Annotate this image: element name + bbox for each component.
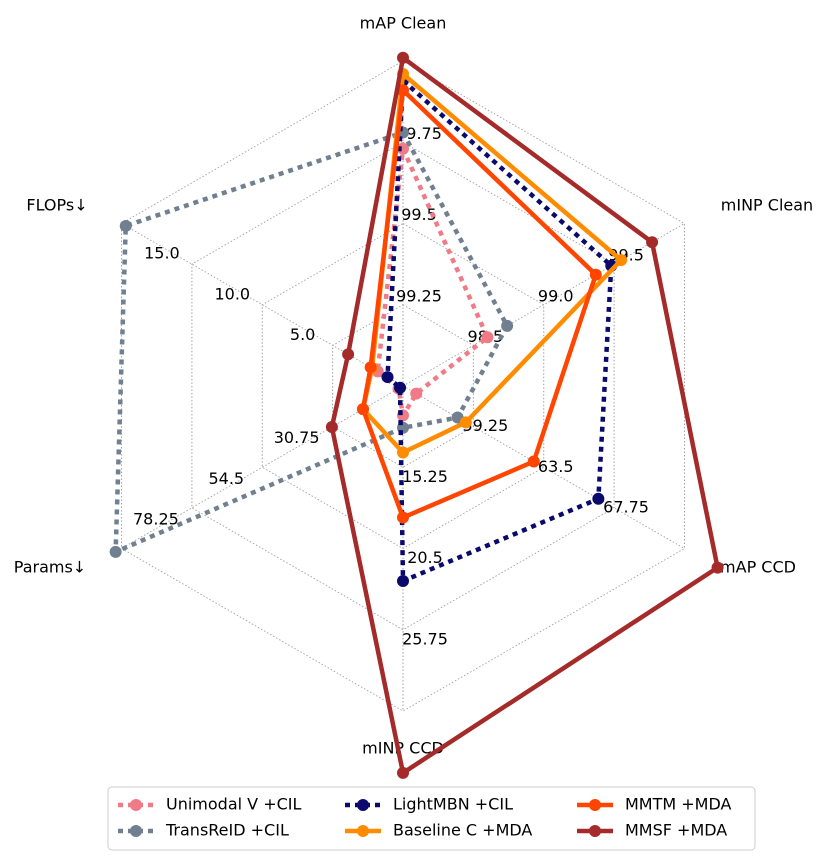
legend-swatch-marker <box>130 825 142 837</box>
tick-labels: 99.2599.599.7598.599.099.559.2563.567.75… <box>133 124 649 649</box>
tick-label: 99.0 <box>538 286 574 305</box>
tick-label: 59.25 <box>462 416 508 435</box>
data-point <box>410 387 423 400</box>
data-point <box>711 561 724 574</box>
data-point <box>589 268 602 281</box>
data-point <box>397 511 409 524</box>
legend-swatch-marker <box>589 825 601 837</box>
series-1 <box>109 126 514 558</box>
legend-swatch-marker <box>357 799 369 811</box>
tick-label: 20.5 <box>407 548 443 567</box>
data-point <box>397 766 409 779</box>
data-point <box>397 446 409 459</box>
legend-item: Unimodal V +CIL <box>118 795 301 814</box>
axis-label: FLOPs↓ <box>26 196 87 215</box>
tick-label: 25.75 <box>402 629 448 648</box>
data-point <box>109 545 122 558</box>
legend-label: LightMBN +CIL <box>393 795 513 814</box>
data-point <box>459 416 472 429</box>
legend-swatch-marker <box>589 799 601 811</box>
series-layer <box>109 51 724 779</box>
legend-item: MMSF +MDA <box>577 821 727 840</box>
tick-label: 99.75 <box>396 124 442 143</box>
legend-item: TransReID +CIL <box>118 821 289 840</box>
tick-label: 99.25 <box>396 286 442 305</box>
tick-label: 99.5 <box>401 205 437 224</box>
tick-label: 15.25 <box>402 467 448 486</box>
tick-label: 15.0 <box>144 244 180 263</box>
legend-label: MMTM +MDA <box>625 795 732 814</box>
axis-label: mINP Clean <box>721 196 813 215</box>
axis-labels: mAP Clean mINP Clean mAP CCD mINP CCD Params… <box>14 14 813 758</box>
legend-label: Unimodal V +CIL <box>166 795 301 814</box>
legend-swatch-marker <box>357 825 369 837</box>
tick-label: 5.0 <box>290 325 315 344</box>
tick-label: 78.25 <box>133 509 179 528</box>
data-point <box>397 84 409 97</box>
data-point <box>119 219 132 232</box>
legend-item: MMTM +MDA <box>577 795 732 814</box>
series-4 <box>357 84 602 524</box>
data-point <box>615 254 628 267</box>
data-point <box>357 403 370 416</box>
axis-label: mINP CCD <box>362 739 444 758</box>
data-point <box>397 575 409 587</box>
data-point <box>394 381 407 394</box>
data-point <box>481 331 494 344</box>
series-line <box>329 53 721 777</box>
legend-label: Baseline C +MDA <box>393 821 532 840</box>
tick-label: 63.5 <box>538 457 574 476</box>
data-point <box>501 319 514 332</box>
legend-label: TransReID +CIL <box>165 821 289 840</box>
grid-spoke <box>402 385 685 549</box>
data-point <box>397 51 409 64</box>
legend-item: LightMBN +CIL <box>345 795 513 814</box>
data-point <box>342 348 355 361</box>
grid-spoke <box>121 385 404 549</box>
legend-item: Baseline C +MDA <box>345 821 532 840</box>
grid-spoke <box>402 223 685 387</box>
tick-label: 10.0 <box>214 284 250 303</box>
grid-ring <box>191 141 615 631</box>
axis-label: Params↓ <box>14 558 86 577</box>
data-point <box>527 455 540 468</box>
tick-label: 67.75 <box>603 497 649 516</box>
data-point <box>592 492 605 505</box>
tick-label: 54.5 <box>208 469 244 488</box>
legend-label: MMSF +MDA <box>625 821 727 840</box>
data-point <box>364 361 377 374</box>
tick-label: 30.75 <box>274 428 320 447</box>
axis-label: mAP Clean <box>360 14 447 33</box>
axis-label: mAP CCD <box>720 558 796 577</box>
grid-spoke <box>121 223 404 387</box>
series-5 <box>325 51 724 779</box>
data-point <box>325 421 338 434</box>
data-point <box>397 142 409 155</box>
legend-swatch-marker <box>130 799 142 811</box>
data-point <box>646 236 659 249</box>
legend: Unimodal V +CIL TransReID +CIL LightMBN +C… <box>107 786 756 851</box>
data-point <box>381 371 394 384</box>
